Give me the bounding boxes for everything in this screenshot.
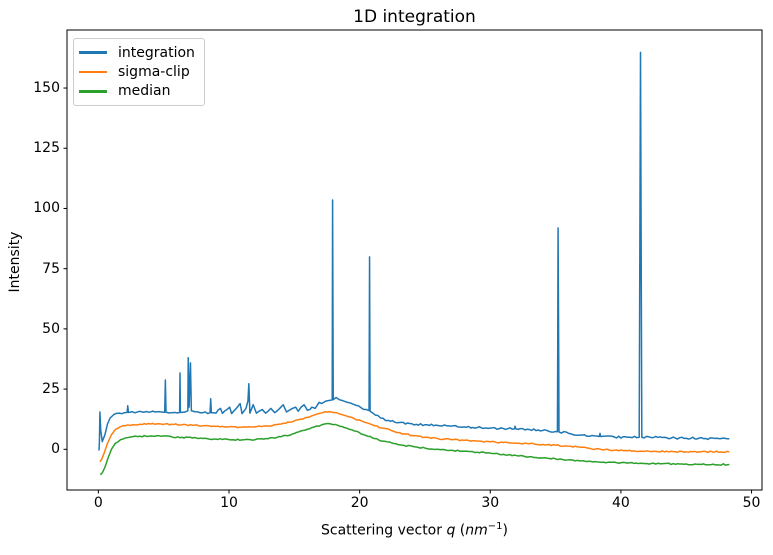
series-line-integration	[98, 51, 730, 451]
x-axis-label-prefix: Scattering vector	[320, 522, 447, 539]
y-tick-label: 0	[51, 441, 60, 458]
legend-item-sigma-clip: sigma-clip	[79, 62, 204, 81]
legend-item-integration: integration	[79, 43, 204, 62]
x-axis-label: Scattering vector q (nm−1)	[67, 521, 762, 539]
y-tick-label: 50	[42, 320, 60, 337]
legend-label-sigma-clip: sigma-clip	[118, 63, 190, 80]
x-tick-label: 30	[481, 495, 500, 511]
plot-area	[67, 30, 762, 490]
x-axis-label-suffix: )	[502, 522, 508, 539]
y-tick-label: 75	[42, 260, 60, 277]
axes-spines	[66, 29, 763, 491]
series-line-sigma-clip	[99, 410, 730, 463]
series-line-median	[99, 422, 730, 476]
x-tick-label: 50	[742, 495, 761, 511]
x-tick-label: 20	[350, 495, 369, 511]
x-axis-label-exponent: −1	[487, 521, 503, 532]
x-tick-label: 40	[611, 495, 630, 511]
y-tick-label: 25	[42, 381, 60, 398]
integration-line-swatch	[79, 51, 107, 54]
x-tick-label: 10	[220, 495, 238, 511]
y-tick-label: 150	[33, 80, 60, 97]
y-tick-label: 100	[33, 200, 60, 217]
x-axis-label-unit: nm	[465, 522, 488, 539]
x-axis-label-var: q	[446, 522, 456, 539]
sigma-clip-line-swatch	[79, 70, 107, 74]
legend: integration sigma-clip median	[73, 38, 205, 106]
x-tick-label: 0	[93, 495, 103, 511]
y-tick-label: 125	[33, 140, 60, 157]
chart-title: 1D integration	[353, 7, 476, 27]
legend-label-median: median	[118, 83, 171, 100]
legend-item-median: median	[79, 82, 204, 101]
median-line-swatch	[79, 90, 107, 93]
x-axis-label-mid: (	[455, 522, 466, 539]
legend-label-integration: integration	[118, 44, 195, 61]
